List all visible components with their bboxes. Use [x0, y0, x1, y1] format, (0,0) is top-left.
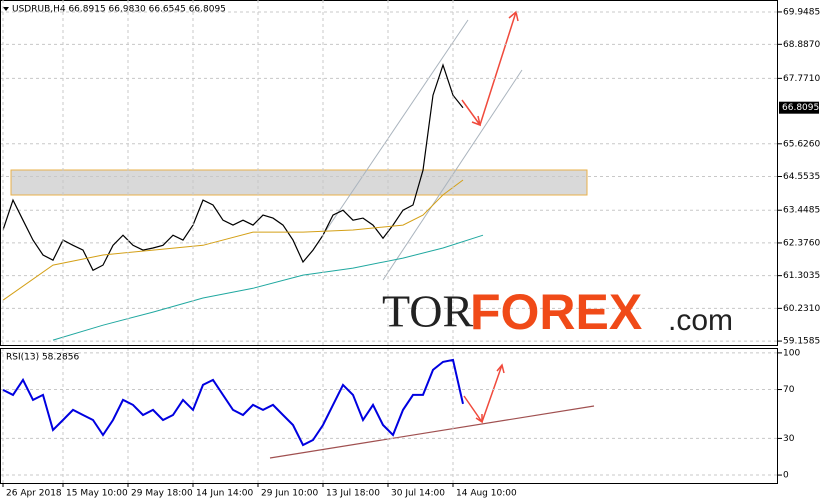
y-tick-label: 60.2310 [783, 304, 820, 314]
arrow [463, 395, 483, 424]
y-tick-label: 70 [783, 385, 795, 395]
panel-title: RSI(13) 58.2856 [6, 353, 79, 363]
watermark: TOR FOREX .com [382, 284, 733, 340]
arrow [481, 363, 505, 423]
series-line [2, 63, 464, 272]
y-tick-label: 59.1585 [783, 337, 820, 347]
trend-line [269, 405, 595, 459]
series-line [2, 179, 464, 301]
x-tick-label: 15 May 10:00 [66, 489, 128, 499]
panel-frame [0, 0, 778, 346]
y-tick-label: 63.4485 [783, 206, 820, 216]
resistance-zone [10, 169, 588, 196]
y-tick-label: 67.7710 [783, 74, 820, 84]
y-tick-label: 65.6260 [783, 139, 820, 149]
panel-frame [0, 348, 778, 484]
y-tick-label: 64.5535 [783, 172, 820, 182]
series-line [2, 358, 464, 447]
arrow [479, 10, 519, 126]
y-tick-label: 68.8870 [783, 40, 820, 50]
channel-line [324, 19, 469, 233]
x-tick-label: 13 Jul 18:00 [326, 489, 380, 499]
title-marker [3, 7, 9, 11]
current-price-box [779, 101, 819, 114]
x-tick-label: 14 Jun 14:00 [196, 489, 253, 499]
x-tick-label: 14 Aug 10:00 [456, 489, 517, 499]
y-tick-label: 69.9485 [783, 7, 820, 17]
panel-title: USDRUB,H4 66.8915 66.9830 66.6545 66.809… [12, 5, 226, 15]
y-tick-label: 61.3035 [783, 271, 820, 281]
watermark-tor: TOR [382, 286, 473, 337]
x-tick-label: 30 Jul 14:00 [391, 489, 445, 499]
current-price-label: 66.8095 [782, 103, 819, 113]
watermark-forex: FOREX [470, 284, 642, 340]
y-tick-label: 0 [783, 471, 789, 481]
y-tick-label: 100 [783, 348, 800, 358]
y-tick-label: 30 [783, 434, 795, 444]
x-tick-label: 26 Apr 2018 [6, 489, 62, 499]
x-tick-label: 29 Jun 10:00 [261, 489, 318, 499]
x-tick-label: 29 May 18:00 [131, 489, 193, 499]
y-tick-label: 62.3760 [783, 238, 820, 248]
watermark-com: .com [668, 304, 733, 337]
annotations [10, 10, 595, 459]
arrow [461, 99, 482, 127]
